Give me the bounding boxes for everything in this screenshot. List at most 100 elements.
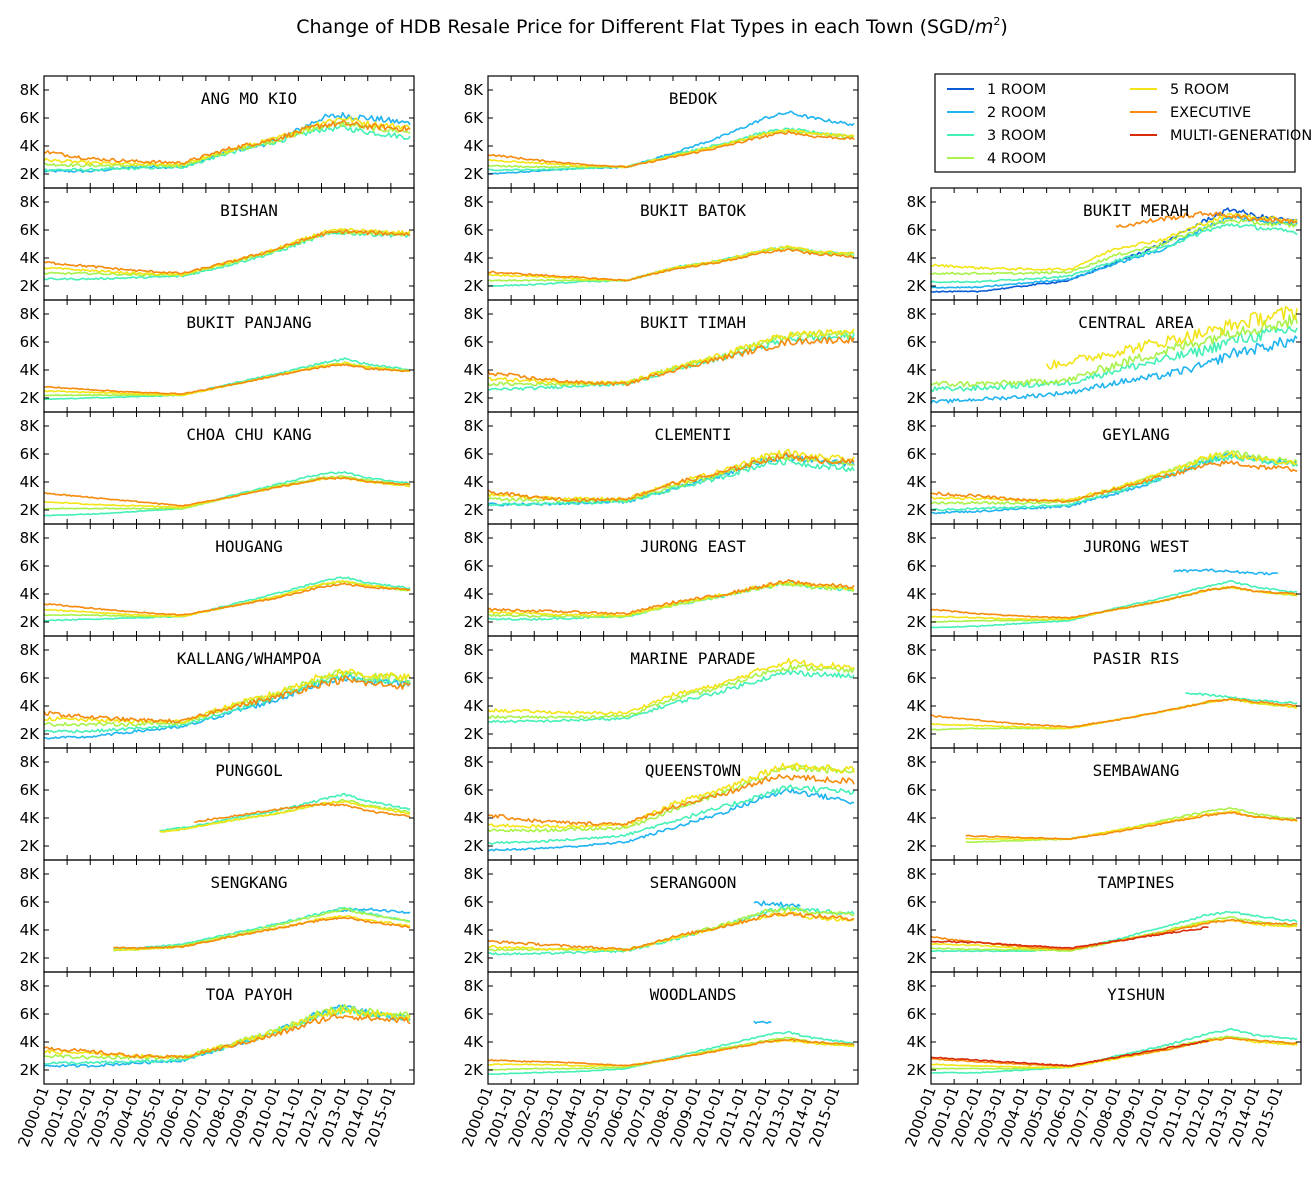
legend-frame	[934, 73, 1296, 173]
y-tick-label: 8K	[907, 529, 928, 547]
y-tick-label: 6K	[464, 669, 485, 687]
series-line--room	[931, 579, 1298, 629]
series-line-executive	[194, 802, 411, 823]
y-tick-label: 4K	[907, 809, 928, 827]
y-tick-label: 8K	[20, 529, 41, 547]
series-line-executive	[44, 582, 411, 616]
town-label: SENGKANG	[210, 873, 287, 892]
series-line--room	[488, 669, 855, 724]
series-group	[931, 449, 1298, 515]
series-line--room	[931, 335, 1298, 404]
series-line-executive	[44, 476, 411, 507]
series-line--room	[488, 657, 855, 716]
panel-sengkang: 2K 4K 6K 8K SENGKANG	[20, 859, 415, 973]
y-tick-label: 8K	[464, 81, 485, 99]
series-line-executive	[488, 1038, 855, 1067]
y-tick-label: 8K	[907, 977, 928, 995]
y-tick-label: 6K	[907, 669, 928, 687]
y-tick-label: 8K	[464, 865, 485, 883]
y-tick-label: 2K	[464, 725, 485, 743]
series-group	[931, 1027, 1298, 1074]
y-tick-label: 8K	[20, 305, 41, 323]
town-label: PASIR RIS	[1093, 649, 1180, 668]
y-tick-label: 6K	[907, 445, 928, 463]
y-tick-label: 8K	[907, 193, 928, 211]
town-label: PUNGGOL	[215, 761, 282, 780]
y-tick-label: 2K	[20, 277, 41, 295]
series-line--room	[1173, 568, 1279, 576]
y-tick-label: 8K	[464, 193, 485, 211]
y-tick-label: 4K	[20, 137, 41, 155]
legend: 1 ROOM 2 ROOM 3 ROOM 4 ROOM 5 ROOM EXECUTIVE M…	[934, 73, 1312, 173]
y-tick-label: 6K	[20, 333, 41, 351]
series-line--room	[488, 328, 855, 385]
y-tick-label: 8K	[20, 641, 41, 659]
town-label: BUKIT PANJANG	[186, 313, 311, 332]
series-group	[931, 568, 1298, 629]
y-tick-label: 6K	[20, 557, 41, 575]
y-tick-label: 6K	[20, 669, 41, 687]
town-label: BUKIT BATOK	[640, 201, 746, 220]
y-tick-label: 8K	[20, 417, 41, 435]
y-tick-label: 8K	[907, 417, 928, 435]
y-tick-label: 6K	[464, 557, 485, 575]
series-line--room	[488, 129, 855, 169]
y-tick-label: 6K	[20, 109, 41, 127]
panel-punggol: 2K 4K 6K 8K PUNGGOL	[20, 747, 415, 861]
series-line--room	[931, 453, 1298, 512]
y-tick-label: 2K	[20, 613, 41, 631]
y-tick-label: 2K	[907, 837, 928, 855]
series-group	[931, 692, 1298, 731]
series-line--room	[44, 470, 411, 517]
y-tick-label: 2K	[464, 949, 485, 967]
series-group	[488, 1020, 855, 1076]
series-line--room	[113, 914, 411, 951]
town-label: CHOA CHU KANG	[186, 425, 311, 444]
y-tick-label: 6K	[907, 333, 928, 351]
y-tick-label: 8K	[464, 417, 485, 435]
panel-hougang: 2K 4K 6K 8K HOUGANG	[20, 523, 415, 637]
series-group	[488, 762, 855, 852]
y-tick-label: 8K	[907, 641, 928, 659]
y-tick-label: 2K	[907, 725, 928, 743]
town-label: BUKIT MERAH	[1083, 201, 1189, 220]
series-line--room	[931, 218, 1298, 276]
panel-bedok: 2K 4K 6K 8K BEDOK	[464, 75, 859, 189]
series-group	[488, 900, 855, 956]
y-tick-label: 8K	[907, 753, 928, 771]
series-line--room	[1045, 305, 1298, 370]
series-line--room	[931, 697, 1298, 730]
series-line--room	[931, 1027, 1298, 1074]
series-group	[44, 576, 411, 622]
town-label: BISHAN	[220, 201, 278, 220]
y-tick-label: 6K	[464, 445, 485, 463]
y-tick-label: 2K	[464, 389, 485, 407]
y-tick-label: 2K	[20, 165, 41, 183]
y-tick-label: 6K	[20, 893, 41, 911]
town-label: CENTRAL AREA	[1078, 313, 1194, 332]
y-tick-label: 4K	[907, 473, 928, 491]
legend-label: 1 ROOM	[987, 82, 1046, 98]
series-group	[159, 792, 411, 833]
series-line-executive	[488, 335, 855, 387]
series-line--room	[931, 585, 1298, 624]
town-label: WOODLANDS	[650, 985, 737, 1004]
y-tick-label: 6K	[464, 109, 485, 127]
series-line--room	[488, 457, 855, 507]
y-tick-label: 4K	[464, 473, 485, 491]
series-group	[44, 470, 411, 517]
series-line--room	[44, 672, 411, 740]
panel-sembawang: 2K 4K 6K 8K SEMBAWANG	[907, 747, 1302, 861]
series-line--room	[488, 453, 855, 503]
town-label: TOA PAYOH	[206, 985, 293, 1004]
y-tick-label: 6K	[907, 1005, 928, 1023]
series-line-executive	[931, 1037, 1298, 1067]
y-tick-label: 2K	[907, 389, 928, 407]
series-line-executive	[44, 1013, 411, 1059]
series-group	[44, 112, 411, 173]
series-line--room	[159, 800, 411, 833]
series-line-executive	[44, 120, 411, 165]
y-tick-label: 4K	[20, 809, 41, 827]
y-tick-label: 2K	[907, 501, 928, 519]
